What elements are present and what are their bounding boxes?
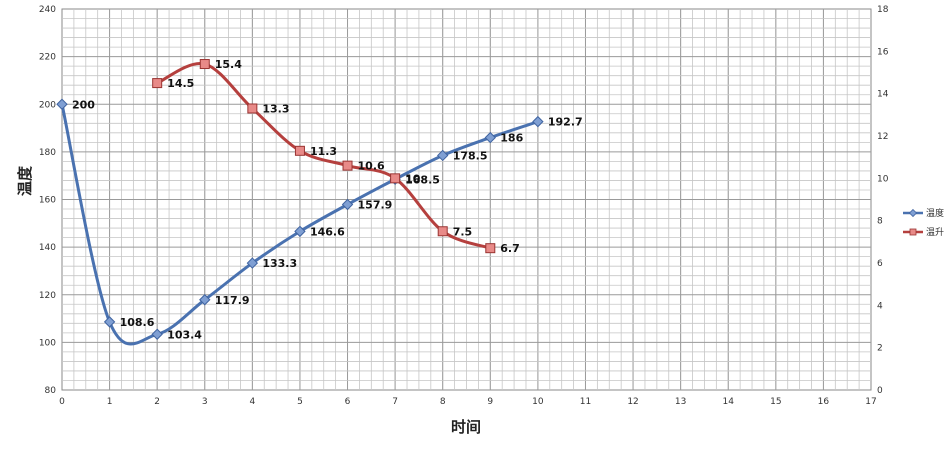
data-point: [247, 103, 258, 114]
y2-tick-label: 16: [877, 47, 889, 57]
data-labels: 200 108.6 103.4 117.9 133.3 146.6 157.9 168.5 17…: [72, 58, 583, 341]
data-label: 146.6: [310, 225, 345, 238]
data-point: [436, 149, 449, 162]
data-point: [199, 59, 210, 70]
x-tick-label: 2: [154, 397, 160, 407]
x-tick-label: 5: [297, 397, 303, 407]
x-tick-label: 9: [487, 397, 493, 407]
y2-tick-label: 4: [877, 301, 883, 311]
x-tick-label: 0: [59, 397, 65, 407]
data-point: [151, 328, 163, 340]
data-point: [390, 173, 401, 184]
y2-tick-label: 14: [877, 90, 889, 100]
data-label: 10.6: [358, 160, 385, 173]
y-tick-label: 100: [39, 338, 56, 348]
data-label: 178.5: [453, 149, 488, 162]
data-label: 108.6: [120, 316, 155, 329]
axes: 0 1 2 3 4 5 6 7 8 9 10 11 12 13 14 15 16 1780100120140160…: [39, 5, 889, 407]
data-label: 15.4: [215, 58, 242, 71]
y2-tick-label: 8: [877, 217, 883, 227]
y-tick-label: 240: [39, 5, 56, 15]
x-tick-label: 15: [770, 397, 781, 407]
data-label: 14.5: [167, 77, 194, 90]
data-label: 7.5: [453, 225, 473, 238]
y2-tick-label: 10: [877, 174, 889, 184]
data-label: 186: [500, 132, 523, 145]
data-point: [103, 316, 116, 328]
y-axis-title: 温度: [16, 165, 34, 196]
x-tick-label: 17: [865, 397, 876, 407]
x-tick-label: 16: [818, 397, 830, 407]
data-label: 133.3: [262, 257, 297, 270]
data-label: 168.5: [405, 173, 440, 186]
data-point: [341, 198, 354, 211]
x-tick-label: 13: [675, 397, 686, 407]
x-tick-label: 12: [627, 397, 638, 407]
y-tick-label: 140: [39, 243, 56, 253]
grid: [61, 8, 872, 391]
x-tick-label: 3: [202, 397, 208, 407]
x-tick-label: 8: [440, 397, 446, 407]
data-label: 200: [72, 98, 95, 111]
series-layer: [56, 59, 544, 346]
x-tick-label: 6: [345, 397, 351, 407]
data-point: [199, 294, 211, 306]
data-point: [56, 98, 68, 110]
data-point: [246, 257, 259, 269]
data-label: 117.9: [215, 294, 250, 307]
data-point: [152, 78, 163, 89]
y-tick-label: 180: [39, 148, 56, 158]
legend-marker: [909, 228, 917, 236]
data-point: [294, 225, 306, 238]
data-point: [484, 131, 497, 144]
x-tick-label: 1: [107, 397, 113, 407]
data-point: [437, 226, 448, 237]
data-point: [532, 115, 544, 128]
data-label: 192.7: [548, 116, 583, 129]
data-label: 157.9: [358, 199, 393, 212]
x-tick-label: 4: [249, 397, 255, 407]
x-tick-label: 14: [723, 397, 735, 407]
y2-tick-label: 0: [877, 386, 883, 396]
data-point: [485, 243, 496, 254]
y-tick-label: 120: [39, 291, 56, 301]
data-label: 13.3: [262, 102, 289, 115]
data-label: 6.7: [500, 242, 520, 255]
y2-tick-label: 12: [877, 132, 888, 142]
y2-tick-label: 2: [877, 344, 883, 354]
x-tick-label: 11: [580, 397, 591, 407]
data-point: [342, 160, 353, 171]
data-point: [294, 145, 305, 156]
y-tick-label: 220: [39, 53, 56, 63]
x-axis-title: 时间: [451, 418, 481, 436]
y2-tick-label: 6: [877, 259, 883, 269]
series-line-2: [156, 62, 491, 250]
legend-label: 温升: [926, 227, 944, 238]
data-label: 10: [405, 172, 421, 185]
data-label: 11.3: [310, 145, 337, 158]
legend-marker: [908, 208, 918, 218]
legend-label: 温度: [926, 207, 944, 219]
y-tick-label: 200: [39, 100, 56, 110]
y-tick-label: 160: [39, 196, 56, 206]
x-tick-label: 10: [532, 397, 544, 407]
y2-tick-label: 18: [877, 5, 889, 15]
data-label: 103.4: [167, 328, 202, 341]
x-tick-label: 7: [392, 397, 398, 407]
y-tick-label: 80: [45, 386, 57, 396]
